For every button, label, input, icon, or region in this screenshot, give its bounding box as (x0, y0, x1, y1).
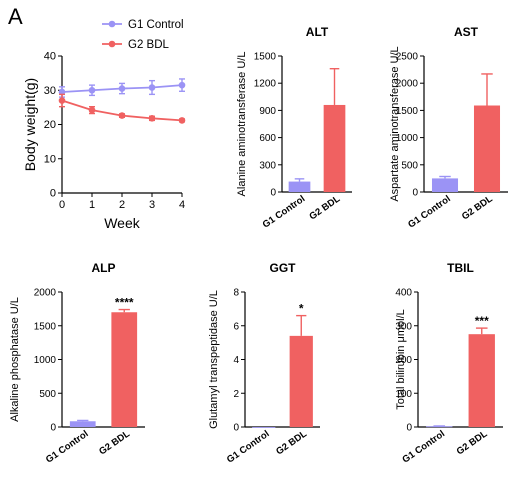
x-tick-label: G2 BDL (307, 193, 342, 222)
chart-title: ALT (306, 25, 329, 39)
x-axis-label: Week (104, 215, 141, 231)
y-tick-label: 40 (44, 51, 56, 63)
y-tick-label: 30 (44, 85, 56, 97)
x-tick-label: 0 (59, 199, 65, 211)
y-axis-label: Aspartate aminotransferase U/L (389, 46, 401, 201)
y-tick-label: 2000 (396, 79, 419, 90)
y-tick-label: 1200 (254, 79, 277, 90)
chart-ast: 0 500 1000 1500 2000 2500 AST Aspartate aminotr… (389, 25, 508, 231)
bar (473, 105, 501, 192)
significance-marker: *** (475, 314, 489, 328)
data-point (118, 85, 126, 92)
y-tick-label: 1000 (396, 133, 419, 144)
legend-swatch-marker (108, 40, 116, 48)
y-tick-label: 0 (233, 423, 239, 434)
x-tick-label: G1 Control (261, 193, 308, 230)
x-tick-label: 1 (89, 199, 95, 211)
chart-title: AST (454, 25, 479, 39)
x-tick-label: 4 (179, 199, 185, 211)
bar (426, 426, 453, 428)
y-tick-label: 200 (395, 355, 412, 366)
y-axis-label: Body weight(g) (22, 78, 38, 171)
bar (468, 334, 495, 427)
x-tick-label: G1 Control (225, 428, 272, 465)
data-point (58, 88, 66, 96)
y-tick-label: 0 (50, 423, 56, 434)
legend-swatch-marker (108, 20, 116, 28)
y-tick-label: 6 (233, 321, 239, 332)
legend-label: G2 BDL (128, 39, 170, 51)
x-tick-label: 2 (119, 199, 125, 211)
x-tick-label: G1 Control (406, 193, 453, 230)
legend: G1 Control G2 BDL (102, 19, 184, 51)
y-tick-label: 600 (259, 133, 276, 144)
y-tick-label: 10 (44, 153, 56, 165)
bar (288, 181, 311, 192)
data-point (148, 115, 156, 122)
chart-alp: 0 500 1000 1500 2000 ALP Alkaline phosphatase … (9, 261, 145, 466)
bar (69, 421, 96, 427)
significance-marker: **** (115, 296, 134, 310)
x-tick-label: G1 Control (44, 428, 91, 465)
x-tick-label: G1 Control (400, 428, 447, 465)
data-point (88, 106, 96, 114)
y-axis-label: Glutamyl transpeptidase U/L (208, 290, 220, 429)
data-point (118, 112, 126, 119)
y-tick-label: 900 (259, 106, 276, 117)
legend-label: G1 Control (128, 19, 184, 31)
y-axis-label: Alkaline phosphatase U/L (9, 297, 21, 422)
significance-marker: * (299, 302, 304, 316)
y-tick-label: 300 (395, 321, 412, 332)
y-tick-label: 100 (395, 389, 412, 400)
y-tick-label: 1500 (396, 106, 419, 117)
y-tick-label: 400 (395, 288, 412, 299)
bar (431, 178, 459, 192)
y-tick-label: 0 (406, 423, 412, 434)
data-point (148, 84, 156, 91)
bar (252, 427, 276, 428)
y-tick-label: 2 (233, 389, 239, 400)
y-tick-label: 20 (44, 119, 56, 131)
panel-label: A (8, 4, 23, 29)
data-point (178, 117, 186, 124)
y-tick-label: 0 (412, 188, 418, 199)
x-tick-label: G2 BDL (460, 193, 495, 222)
x-tick-label: G2 BDL (274, 428, 309, 457)
y-tick-label: 500 (39, 389, 56, 400)
y-tick-label: 2000 (34, 288, 57, 299)
y-tick-label: 2500 (396, 52, 419, 63)
y-tick-label: 4 (233, 355, 239, 366)
chart-alt: 0 300 600 900 1200 1500 ALT Alanine aminotransf… (236, 25, 352, 231)
y-axis-label: Total bilirubin μmol/L (395, 309, 407, 410)
x-tick-label: 3 (149, 199, 155, 211)
series-control (58, 78, 186, 98)
y-tick-label: 8 (233, 288, 239, 299)
chart-title: ALP (92, 261, 116, 275)
y-tick-label: 1500 (254, 52, 277, 63)
y-tick-label: 300 (259, 160, 276, 171)
chart-tbil: 0 100 200 300 400 TBIL Total bilirubin μmol/L G… (395, 261, 503, 466)
chart-title: GGT (270, 261, 297, 275)
chart-bw: 0 10 20 30 40 0 1 2 3 4 Week Body weight(g) G1 Contr… (22, 19, 186, 231)
chart-title: TBIL (447, 261, 474, 275)
bar (323, 104, 346, 192)
data-point (88, 86, 96, 94)
data-point (178, 81, 186, 89)
chart-ggt: 0 2 4 6 8 GGT Glutamyl transpeptidase U/L G1 Co… (208, 261, 320, 466)
series-bdl (58, 93, 186, 124)
y-tick-label: 1500 (34, 321, 57, 332)
y-axis-label: Alanine aminotransferase U/L (236, 52, 248, 197)
x-tick-label: G2 BDL (455, 428, 490, 457)
y-tick-label: 0 (50, 188, 56, 200)
x-tick-label: G2 BDL (97, 428, 132, 457)
data-point (58, 97, 66, 104)
bar (289, 335, 313, 427)
y-tick-label: 0 (270, 188, 276, 199)
y-tick-label: 500 (401, 160, 418, 171)
bar (111, 312, 138, 427)
y-tick-label: 1000 (34, 355, 57, 366)
